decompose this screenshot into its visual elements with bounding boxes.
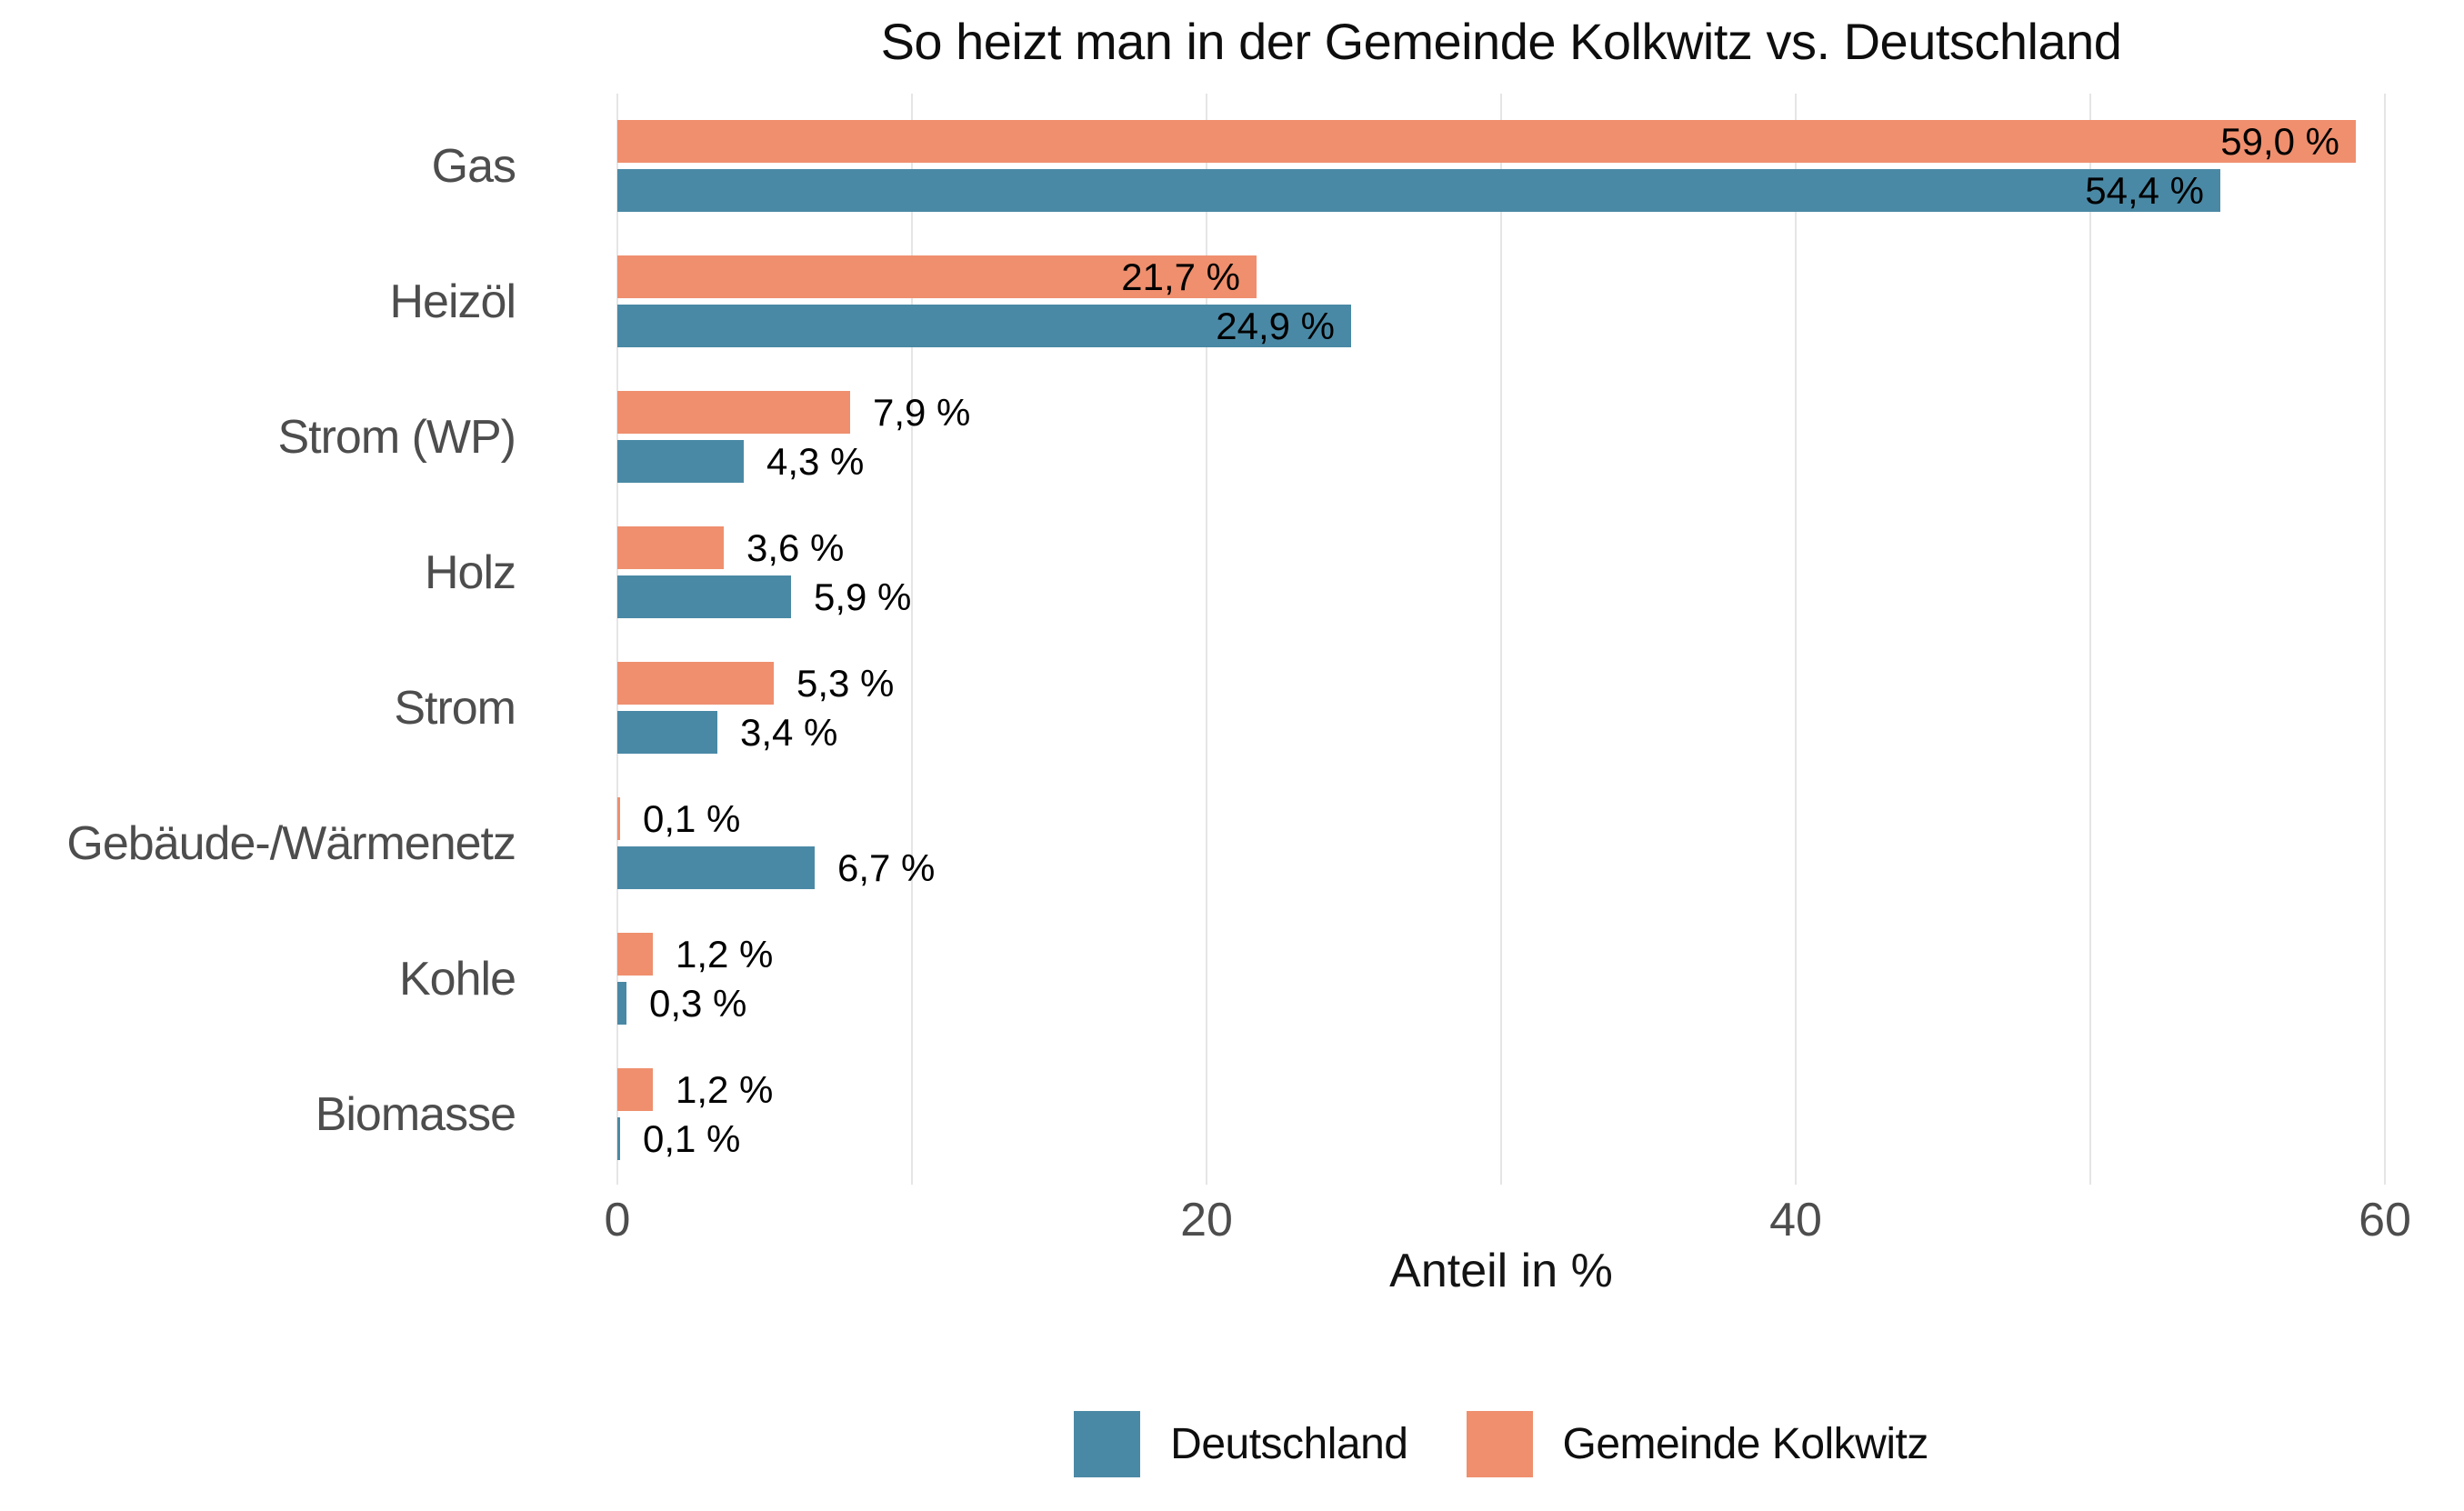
bar bbox=[617, 846, 815, 889]
bar bbox=[617, 120, 2356, 163]
category-label: Holz bbox=[424, 545, 516, 599]
category-label: Biomasse bbox=[315, 1087, 516, 1141]
bar bbox=[617, 933, 653, 976]
value-label: 0,1 % bbox=[643, 797, 741, 840]
gridline bbox=[1795, 94, 1797, 1185]
gridline bbox=[1500, 94, 1502, 1185]
value-label: 4,3 % bbox=[766, 440, 865, 483]
x-tick-label: 40 bbox=[1769, 1194, 1822, 1246]
category-label: Gebäude-/Wärmenetz bbox=[66, 816, 516, 870]
legend-item: Gemeinde Kolkwitz bbox=[1466, 1411, 1929, 1477]
gridline bbox=[616, 94, 618, 1185]
gridline bbox=[911, 94, 913, 1185]
bar bbox=[617, 255, 1257, 298]
value-label: 6,7 % bbox=[837, 846, 936, 889]
legend-label: Deutschland bbox=[1170, 1420, 1408, 1468]
bar bbox=[617, 305, 1351, 347]
legend: Deutschland Gemeinde Kolkwitz bbox=[617, 1411, 2385, 1477]
category-label: Strom bbox=[394, 681, 516, 735]
value-label: 5,3 % bbox=[796, 662, 895, 705]
bar bbox=[617, 982, 626, 1025]
value-label: 1,2 % bbox=[676, 1068, 774, 1111]
value-label: 5,9 % bbox=[814, 575, 912, 618]
legend-swatch-deutschland bbox=[1074, 1411, 1141, 1477]
x-tick-label: 60 bbox=[2359, 1194, 2411, 1246]
bar bbox=[617, 711, 717, 754]
value-label: 24,9 % bbox=[1216, 305, 1335, 347]
gridline bbox=[2384, 94, 2386, 1185]
bar bbox=[617, 575, 791, 618]
value-label: 3,6 % bbox=[746, 526, 845, 569]
value-label: 7,9 % bbox=[873, 391, 971, 434]
category-label: Heizöl bbox=[389, 275, 517, 328]
value-label: 1,2 % bbox=[676, 933, 774, 976]
value-label: 54,4 % bbox=[2085, 169, 2204, 212]
value-label: 0,1 % bbox=[643, 1117, 741, 1160]
category-label: Kohle bbox=[399, 952, 516, 1006]
category-label: Strom (WP) bbox=[277, 410, 516, 464]
value-label: 21,7 % bbox=[1121, 255, 1240, 298]
bar bbox=[617, 1117, 620, 1160]
x-tick-label: 0 bbox=[604, 1194, 631, 1246]
legend-swatch-gemeinde-kolkwitz bbox=[1466, 1411, 1533, 1477]
bar bbox=[617, 391, 850, 434]
value-label: 3,4 % bbox=[740, 711, 838, 754]
chart-title: So heizt man in der Gemeinde Kolkwitz vs… bbox=[880, 13, 2122, 70]
bar bbox=[617, 797, 620, 840]
x-axis-title: Anteil in % bbox=[1389, 1245, 1613, 1297]
category-label: Gas bbox=[431, 139, 516, 193]
gridline bbox=[1206, 94, 1207, 1185]
x-tick-label: 20 bbox=[1180, 1194, 1233, 1246]
bar bbox=[617, 169, 2220, 212]
value-label: 59,0 % bbox=[2220, 120, 2339, 163]
value-label: 0,3 % bbox=[649, 982, 747, 1025]
bar bbox=[617, 662, 774, 705]
bar bbox=[617, 440, 744, 483]
legend-item: Deutschland bbox=[1074, 1411, 1408, 1477]
bar bbox=[617, 526, 724, 569]
gridline bbox=[2089, 94, 2091, 1185]
legend-label: Gemeinde Kolkwitz bbox=[1562, 1420, 1929, 1468]
bar bbox=[617, 1068, 653, 1111]
